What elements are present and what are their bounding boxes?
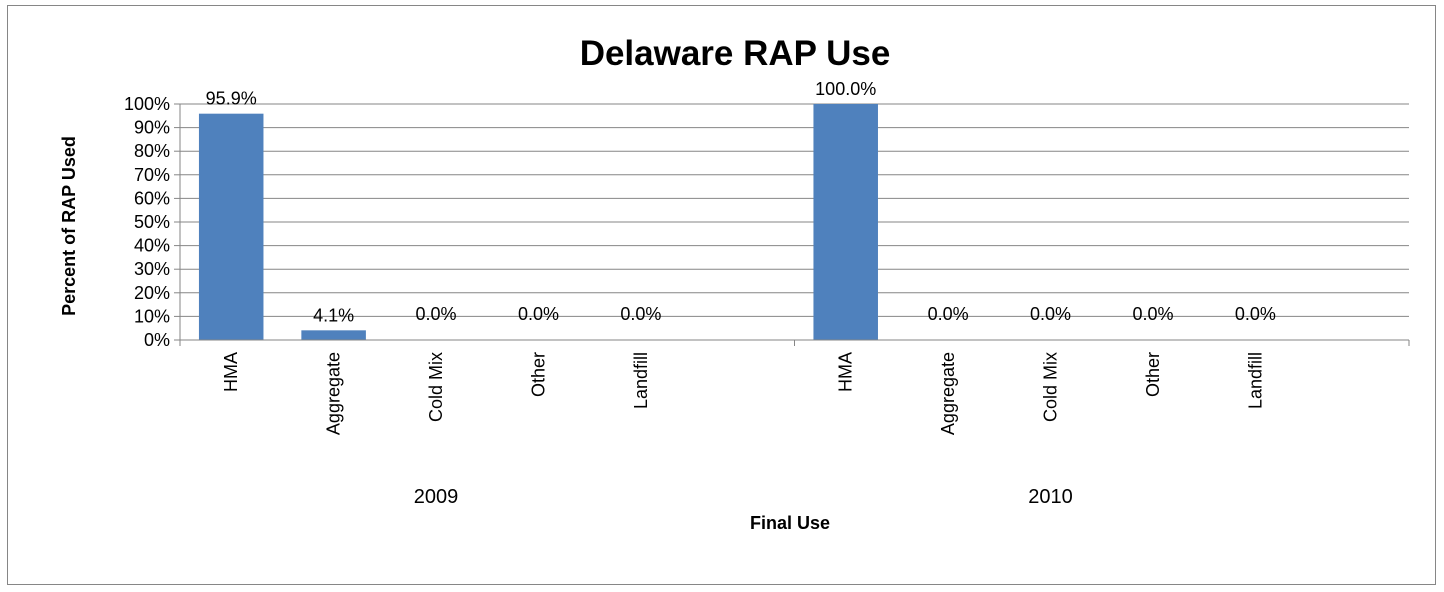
- bar: [813, 104, 878, 340]
- y-tick-label: 0%: [144, 330, 170, 350]
- data-label: 4.1%: [313, 305, 354, 325]
- data-label: 95.9%: [206, 89, 257, 109]
- data-label: 100.0%: [815, 79, 876, 99]
- chart-frame: Delaware RAP Use Percent of RAP Used Fin…: [7, 5, 1436, 585]
- y-tick-label: 90%: [134, 118, 170, 138]
- x-category-label: Aggregate: [938, 352, 958, 435]
- data-labels: 95.9% 4.1% 0.0% 0.0% 0.0% 100.0% 0.0% 0.0% 0.0% 0…: [206, 79, 1276, 325]
- x-category-label: Aggregate: [324, 352, 344, 435]
- x-group-label: 2010: [1028, 486, 1073, 508]
- y-tick-label: 10%: [134, 306, 170, 326]
- y-axis-title: Percent of RAP Used: [59, 136, 79, 316]
- y-tick-label: 50%: [134, 212, 170, 232]
- x-category-label: Cold Mix: [426, 352, 446, 422]
- axes: 0% 10% 20% 30% 40% 50% 60% 70% 80% 90% 100% HMA Aggr…: [124, 94, 1410, 508]
- x-category-label: Cold Mix: [1041, 352, 1061, 422]
- x-category-label: HMA: [836, 352, 856, 392]
- y-tick-label: 20%: [134, 283, 170, 303]
- data-label: 0.0%: [1132, 304, 1173, 324]
- rap-use-chart: Delaware RAP Use Percent of RAP Used Fin…: [59, 34, 1410, 533]
- bar: [301, 330, 366, 340]
- x-category-label: Other: [1143, 352, 1163, 397]
- y-tick-label: 30%: [134, 259, 170, 279]
- data-label: 0.0%: [416, 304, 457, 324]
- y-tick-label: 70%: [134, 165, 170, 185]
- bar: [198, 113, 264, 341]
- x-group-label: 2009: [414, 486, 459, 508]
- y-tick-label: 60%: [134, 188, 170, 208]
- x-category-label: Other: [528, 352, 548, 397]
- bars: [198, 104, 878, 341]
- x-axis-title: Final Use: [750, 513, 830, 533]
- data-label: 0.0%: [620, 304, 661, 324]
- data-label: 0.0%: [928, 304, 969, 324]
- y-tick-label: 40%: [134, 236, 170, 256]
- grid-lines: [180, 103, 1409, 317]
- data-label: 0.0%: [1235, 304, 1276, 324]
- x-category-label: Landfill: [1245, 352, 1265, 409]
- y-tick-label: 80%: [134, 141, 170, 161]
- y-tick-label: 100%: [124, 94, 170, 114]
- chart-title: Delaware RAP Use: [580, 34, 891, 73]
- data-label: 0.0%: [1030, 304, 1071, 324]
- x-category-label: Landfill: [631, 352, 651, 409]
- data-label: 0.0%: [518, 304, 559, 324]
- x-category-label: HMA: [221, 352, 241, 392]
